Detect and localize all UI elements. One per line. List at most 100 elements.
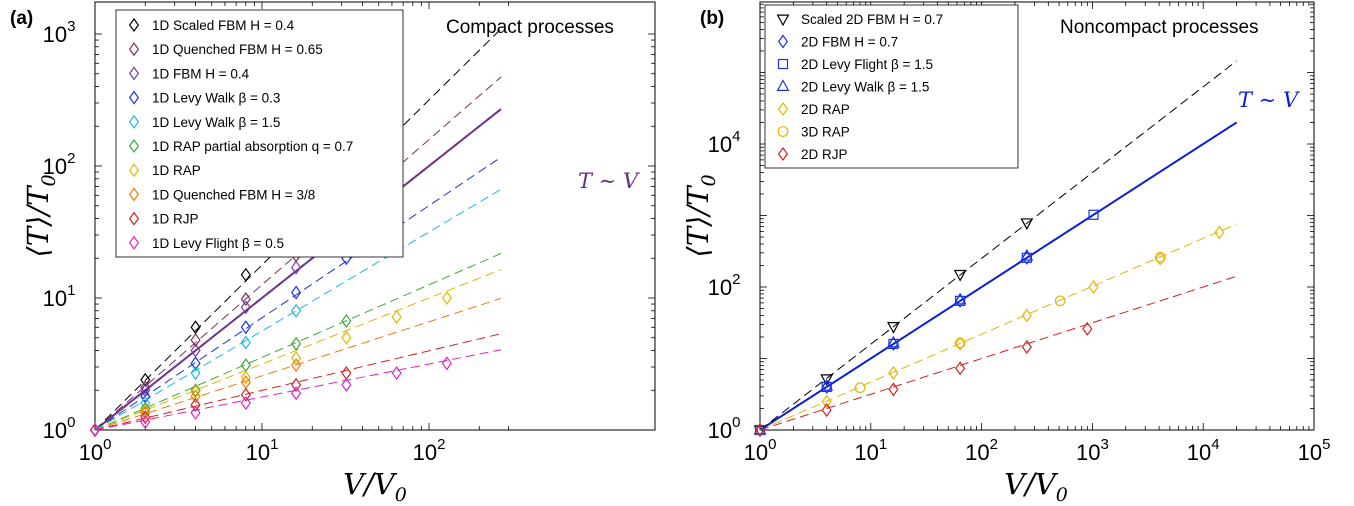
legend-marker-2d-levy-walk-1-5 (776, 79, 790, 92)
panel-b-reference-label: T ∼ V (1238, 88, 1300, 112)
panel-a-ylabel-text: ⟨T⟩/T0 (21, 174, 60, 257)
panel-b-ylabel-text: ⟨T⟩/T0 (681, 174, 720, 257)
point-scaled-2d-fbm-h-0-7 (753, 425, 767, 438)
panel-b-plot-frame (759, 1, 1315, 431)
legend-label-1d-quenched-fbm-h-0-65: 1D Quenched FBM H = 0.65 (152, 42, 323, 57)
point-2d-rap (821, 394, 832, 409)
fit-line-scaled-2d-fbm-h-0-7 (759, 60, 1237, 431)
point-1d-scaled-fbm-h-0-4 (140, 372, 151, 387)
point-scaled-2d-fbm-h-0-7 (1020, 218, 1034, 231)
point-1d-levy-walk-1-5 (240, 335, 251, 350)
point-1d-levy-flight-0-5 (291, 386, 302, 401)
legend-marker-1d-levy-walk-1-5 (128, 114, 140, 129)
x-tick-label: 100 (79, 436, 112, 465)
y-tick-label: 100 (708, 414, 741, 443)
point-1d-rjp (341, 366, 352, 381)
point-1d-rap (441, 290, 452, 306)
y-tick-label: 102 (708, 271, 741, 300)
x-tick-label: 103 (1076, 436, 1109, 465)
point-1d-rap (391, 309, 402, 324)
x-tick-label: 101 (854, 436, 887, 465)
panel-a-label: (a) (10, 8, 33, 29)
point-1d-levy-walk-1-5 (291, 303, 302, 318)
panel-b-xlabel: V/V0 (1004, 467, 1068, 506)
y-tick-label: 101 (43, 282, 76, 311)
point-1d-rap-partial-absorption-q-0-7 (291, 336, 302, 351)
legend-marker-1d-levy-walk-0-3 (128, 90, 140, 105)
point-1d-levy-walk-0-3 (291, 285, 302, 300)
point-2d-levy-flight-1-5 (1088, 209, 1099, 220)
point-3d-rap (1054, 295, 1066, 307)
panel-b-fit-lines (759, 60, 1238, 431)
legend-label-3d-rap: 3D RAP (801, 125, 850, 140)
point-2d-rap (888, 365, 899, 380)
y-tick-label: 100 (43, 414, 76, 443)
panel-a-ylabel: ⟨T⟩/T0 (21, 174, 60, 257)
legend-label-1d-levy-walk-1-5: 1D Levy Walk β = 1.5 (152, 115, 280, 130)
point-1d-fbm-h-0-4 (240, 300, 251, 315)
panel-a-title: Compact processes (446, 17, 614, 38)
x-tick-label: 100 (744, 436, 777, 465)
x-tick-label: 101 (246, 436, 279, 465)
point-2d-rap (1155, 251, 1166, 266)
legend-marker-2d-rap (777, 101, 789, 117)
point-1d-rjp (240, 387, 251, 402)
legend-label-2d-rjp: 2D RJP (801, 147, 848, 162)
panel-b-label: (b) (700, 8, 724, 29)
panel-b-ylabel: ⟨T⟩/T0 (681, 174, 720, 257)
legend-marker-1d-levy-flight-0-5 (128, 235, 140, 250)
point-1d-levy-flight-0-5 (89, 422, 101, 438)
point-2d-levy-flight-1-5 (821, 381, 832, 393)
point-1d-rjp (190, 397, 201, 412)
point-2d-rjp (1082, 321, 1093, 336)
legend-marker-2d-rjp (777, 146, 789, 162)
panel-a-legend-box (115, 9, 404, 258)
legend-label-2d-levy-walk-1-5: 2D Levy Walk β = 1.5 (801, 80, 929, 95)
point-scaled-2d-fbm-h-0-7 (953, 269, 967, 282)
point-2d-levy-flight-1-5 (888, 338, 899, 350)
point-1d-rap (291, 351, 302, 366)
x-tick-label: 104 (1187, 436, 1220, 465)
point-1d-quenched-fbm-h-3-8 (190, 389, 201, 404)
legend-label-1d-quenched-fbm-h-3-8: 1D Quenched FBM H = 3/8 (152, 187, 315, 202)
point-1d-levy-flight-0-5 (341, 377, 352, 392)
point-2d-rjp (754, 422, 766, 438)
point-2d-rap (955, 336, 966, 351)
legend-marker-1d-scaled-fbm-h-0-4 (128, 17, 140, 33)
point-1d-levy-walk-1-5 (190, 366, 201, 381)
point-1d-quenched-fbm-h-0-65 (240, 292, 251, 307)
point-1d-rap (240, 370, 251, 385)
reference-line-t-v (759, 121, 1238, 431)
legend-marker-1d-quenched-fbm-h-3-8 (128, 187, 140, 202)
point-2d-levy-flight-1-5 (955, 295, 966, 306)
point-1d-rjp (140, 410, 151, 425)
legend-marker-1d-rjp (128, 211, 140, 226)
fit-line-1d-levy-walk-0-3 (94, 156, 502, 431)
point-2d-levy-walk-1-5 (820, 378, 834, 391)
y-tick-label: 104 (708, 128, 741, 157)
legend-label-2d-fbm-h-0-7: 2D FBM H = 0.7 (801, 35, 898, 50)
point-1d-levy-flight-0-5 (240, 396, 251, 411)
point-1d-fbm-h-0-4 (291, 260, 302, 275)
fit-line-1d-levy-walk-1-5 (94, 188, 502, 431)
legend-marker-1d-rap-partial-absorption-q-0-7 (128, 138, 140, 154)
point-1d-quenched-fbm-h-3-8 (291, 358, 302, 373)
point-3d-rap (1154, 251, 1166, 263)
point-1d-levy-flight-0-5 (441, 356, 452, 371)
fit-line-1d-fbm-h-0-4 (94, 108, 502, 431)
point-1d-rap (190, 384, 201, 399)
legend-label-2d-levy-flight-1-5: 2D Levy Flight β = 1.5 (801, 57, 933, 72)
point-1d-levy-walk-0-3 (190, 356, 201, 371)
panel-b-data-points (753, 209, 1225, 438)
point-1d-levy-flight-0-5 (190, 405, 201, 420)
panel-a-reference-label: T ∼ V (578, 169, 640, 193)
point-2d-rjp (821, 403, 832, 418)
point-2d-levy-walk-1-5 (953, 292, 967, 305)
legend-label-1d-levy-walk-0-3: 1D Levy Walk β = 0.3 (152, 91, 280, 106)
point-scaled-2d-fbm-h-0-7 (887, 322, 900, 334)
point-1d-rap-partial-absorption-q-0-7 (341, 313, 352, 328)
fit-line-1d-quenched-fbm-h-3-8 (94, 297, 502, 431)
panel-a-legend: 1D Scaled FBM H = 0.4 1D Quenched FBM H =… (115, 9, 404, 258)
